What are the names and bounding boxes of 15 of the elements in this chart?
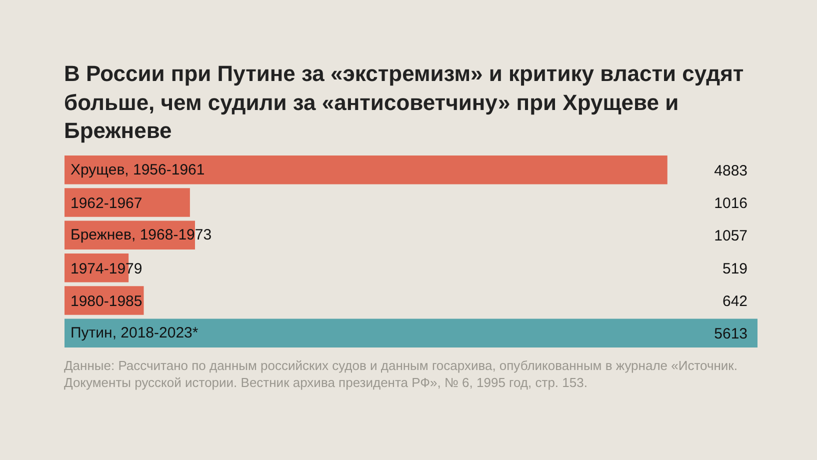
bar — [64, 188, 190, 217]
data-label: 1016 — [714, 194, 748, 212]
data-label: 642 — [722, 292, 748, 310]
data-label: 519 — [722, 260, 748, 278]
y-tick-label: Хрущев, 1956-1961 — [70, 161, 205, 178]
chart-title: В России при Путине за «экстремизм» и критику власти судят больше, чем судили за «антисоветчину» при Хрущеве и Брежневе — [64, 60, 745, 146]
text: Данные: Рассчитано по данным российских судов и данным госархива, опубликованным в журнале «Источник. Документы русской истории. Вестник архива президента РФ», № 6, 1995 год, стр. 153. — [64, 356, 738, 392]
y-tick-label: 1962-1967 — [70, 194, 142, 212]
data-label: 4883 — [714, 162, 748, 180]
data-label: 1057 — [714, 227, 748, 244]
y-tick-label: Путин, 2018-2023* — [70, 324, 198, 342]
bar — [64, 155, 668, 184]
data-label: 5613 — [714, 325, 748, 342]
bar — [64, 318, 758, 348]
y-tick-label: 1980-1985 — [70, 292, 142, 310]
